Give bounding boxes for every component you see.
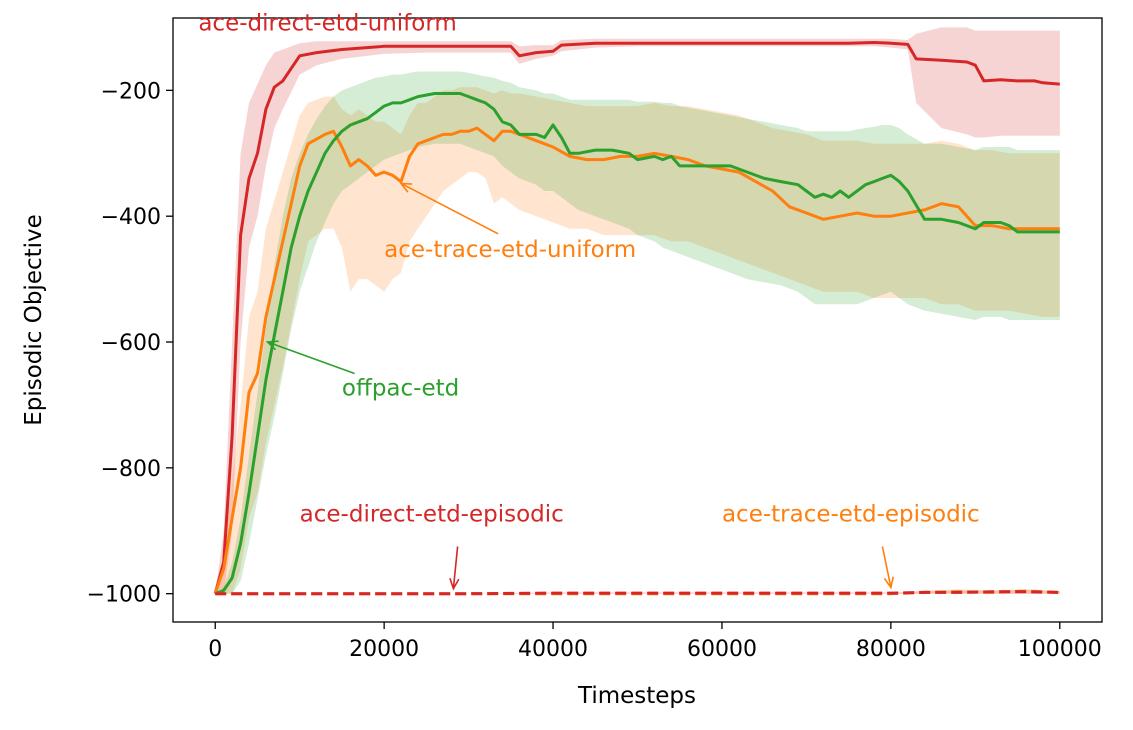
annotation-ace-direct-etd-uniform: ace-direct-etd-uniform [198,11,456,37]
annotation-arrowhead-offpac-etd [265,340,279,351]
annotation-ace-trace-etd-episodic: ace-trace-etd-episodic [722,501,980,527]
annotation-ace-trace-etd-uniform: ace-trace-etd-uniform [384,237,636,263]
x-tick-label: 0 [208,637,222,662]
x-axis: 0 20000 40000 60000 80000 100000 [208,622,1102,662]
annotation-ace-direct-etd-episodic: ace-direct-etd-episodic [300,501,564,527]
line-ace-trace-etd-uniform [213,126,1060,595]
band-ace-direct-etd-uniform [215,27,1060,594]
line-ace-direct-etd-uniform [213,41,1060,595]
annotation-arrow-ace-trace-etd-uniform [400,182,499,235]
plot-area-frame [172,17,1103,623]
annotation-arrowhead-ace-direct-etd-episodic [449,577,460,591]
annotation-arrow-offpac-etd [267,341,355,375]
annotation-arrow-ace-trace-etd-episodic [881,546,892,588]
x-tick-label: 80000 [856,637,926,662]
x-tick-label: 100000 [1018,637,1102,662]
y-axis-label: Episodic Objective [21,214,47,426]
y-tick-label: −800 [101,457,161,482]
series-lines [213,41,1060,596]
y-tick-label: −200 [101,79,161,104]
x-tick-label: 40000 [518,637,588,662]
y-tick-label: −1000 [87,583,161,608]
annotation-offpac-etd: offpac-etd [342,376,459,402]
line-ace-direct-etd-episodic [215,590,1060,596]
annotation-arrow-ace-direct-etd-episodic [452,546,459,589]
y-tick-label: −400 [101,205,161,230]
annotations: ace-direct-etd-uniform ace-trace-etd-unif… [198,11,980,591]
y-axis: −1000 −800 −600 −400 −200 [87,79,173,608]
annotation-arrowhead-ace-trace-etd-episodic [883,576,895,590]
x-axis-label: Timesteps [577,683,696,709]
annotation-arrowhead-ace-trace-etd-uniform [399,182,413,193]
y-tick-label: −600 [101,331,161,356]
line-offpac-etd [214,92,1060,596]
x-tick-label: 60000 [687,637,757,662]
x-tick-label: 20000 [349,637,419,662]
band-offpac-etd [215,71,1060,594]
